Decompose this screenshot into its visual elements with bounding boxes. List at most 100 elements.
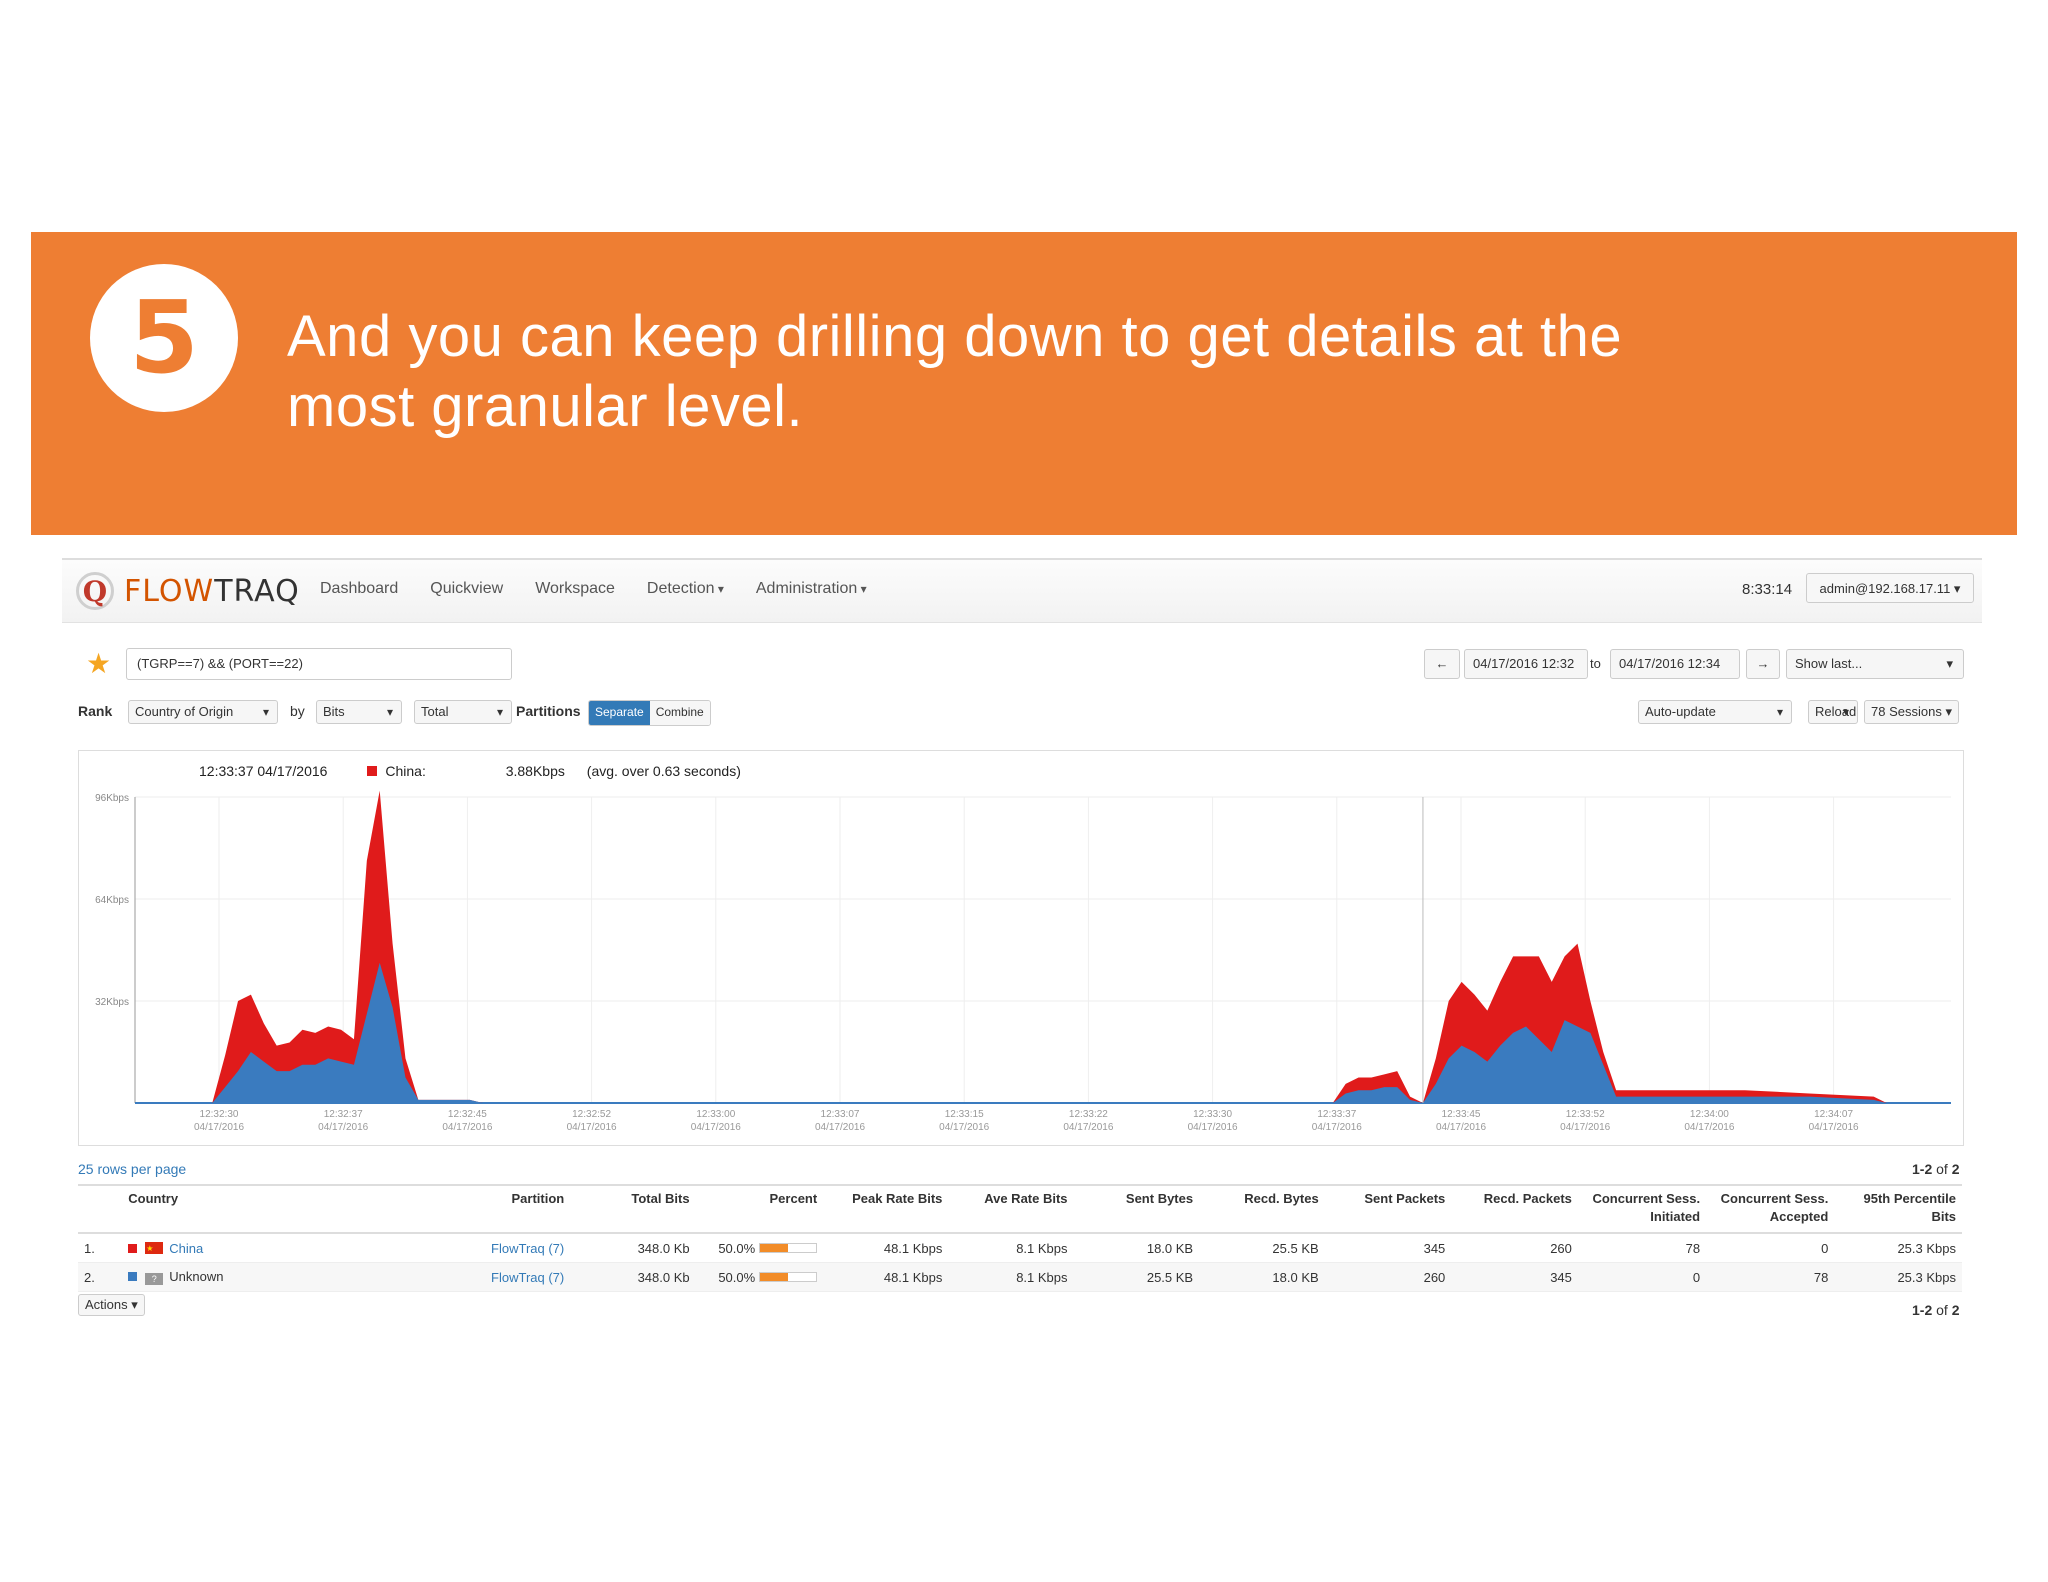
reload-button[interactable]: Reload (1808, 700, 1858, 724)
table-row[interactable]: 1. ★ China FlowTraq (7) 348.0 Kb 50.0% 48.1 Kb… (78, 1233, 1962, 1263)
sent-packets: 345 (1324, 1233, 1452, 1263)
country-name: Unknown (169, 1269, 224, 1284)
recd-bytes: 25.5 KB (1199, 1233, 1325, 1263)
by-dropdown[interactable]: Bits (316, 700, 402, 724)
country-name: China (169, 1240, 204, 1256)
column-header[interactable]: Sent Bytes (1073, 1184, 1200, 1234)
to-date-input[interactable]: 04/17/2016 12:34 (1610, 649, 1740, 679)
flowtraq-logo[interactable]: Q FLOWTRAQ (76, 570, 300, 612)
recd-packets: 345 (1451, 1262, 1578, 1292)
x-tick-date: 04/17/2016 (815, 1122, 865, 1133)
rows-per-page-link[interactable]: 25 rows per page (78, 1161, 187, 1177)
y-tick-label: 96Kbps (95, 793, 129, 804)
column-header[interactable]: Concurrent Sess. Accepted (1706, 1184, 1835, 1234)
table-row[interactable]: 2.? Unknown FlowTraq (7) 348.0 Kb 50.0% 48.1 … (78, 1262, 1962, 1292)
show-last-dropdown[interactable]: Show last... ▾ (1786, 649, 1964, 679)
step-number-badge: 5 (90, 264, 238, 412)
column-header[interactable]: Sent Packets (1324, 1184, 1452, 1234)
x-tick-time: 12:33:15 (945, 1109, 984, 1120)
tooltip-series: China: (385, 763, 426, 779)
column-header[interactable]: Partition (443, 1184, 571, 1234)
combine-toggle[interactable]: Combine (649, 701, 710, 725)
sessions-dropdown[interactable]: 78 Sessions ▾ (1864, 700, 1959, 724)
series-color-swatch (128, 1243, 138, 1253)
from-date-input[interactable]: 04/17/2016 12:32 (1464, 649, 1588, 679)
column-header[interactable]: Ave Rate Bits (948, 1184, 1074, 1234)
x-tick-date: 04/17/2016 (194, 1122, 244, 1133)
sent-bytes: 25.5 KB (1073, 1262, 1200, 1292)
partition-mode-toggle: Separate Combine (588, 700, 711, 726)
column-header[interactable]: Peak Rate Bits (823, 1184, 949, 1234)
column-header[interactable] (78, 1184, 123, 1234)
x-tick-date: 04/17/2016 (442, 1122, 492, 1133)
p95-bits: 25.3 Kbps (1834, 1233, 1962, 1263)
nav-administration[interactable]: Administration (756, 580, 867, 598)
partition-link[interactable]: FlowTraq (7) (491, 1240, 565, 1256)
tooltip-value: 3.88Kbps (505, 763, 565, 779)
recd-bytes: 18.0 KB (1199, 1262, 1325, 1292)
column-header[interactable]: Percent (695, 1184, 824, 1234)
x-tick-time: 12:32:45 (448, 1109, 487, 1120)
logo-text: FLOWTRAQ (124, 573, 300, 609)
x-tick-time: 12:33:07 (821, 1109, 860, 1120)
column-header[interactable]: Recd. Bytes (1199, 1184, 1325, 1234)
actions-dropdown[interactable]: Actions ▾ (78, 1294, 145, 1316)
main-nav: Dashboard Quickview Workspace Detection … (320, 580, 867, 598)
auto-update-dropdown[interactable]: Auto-update (1638, 700, 1792, 724)
nav-detection[interactable]: Detection (647, 580, 724, 598)
nav-quickview[interactable]: Quickview (430, 580, 504, 597)
banner-text: And you can keep drilling down to get de… (287, 304, 1623, 439)
partition-cell: FlowTraq (7) (443, 1233, 571, 1263)
x-tick-date: 04/17/2016 (318, 1122, 368, 1133)
country-cell: ★ China (122, 1233, 444, 1263)
series-area-unknown (135, 962, 1951, 1103)
total-bits: 348.0 Kb (570, 1262, 696, 1292)
recd-packets: 260 (1451, 1233, 1578, 1263)
row-index: 2. (78, 1262, 123, 1292)
column-header[interactable]: Total Bits (570, 1184, 696, 1234)
chart-svg: 96Kbps 64Kbps 32Kbps 12:32:30 04/17/2016 12:3… (95, 790, 1951, 1133)
x-tick-date: 04/17/2016 (1188, 1122, 1238, 1133)
separate-toggle[interactable]: Separate (589, 701, 650, 725)
filter-query-input[interactable]: (TGRP==7) && (PORT==22) (126, 648, 512, 680)
logo-icon: Q (76, 572, 114, 610)
x-tick-date: 04/17/2016 (939, 1122, 989, 1133)
traffic-chart[interactable]: 12:33:37 04/17/2016 China: 3.88Kbps (avg… (78, 750, 1964, 1146)
results-table: Country Partition Total Bits Percent Peak Ra… (78, 1184, 1962, 1292)
unknown-flag-icon: ? (145, 1273, 164, 1285)
tooltip-time: 12:33:37 04/17/2016 (199, 763, 328, 779)
column-header[interactable]: Country (122, 1184, 444, 1234)
column-header[interactable]: Concurrent Sess. Initiated (1577, 1184, 1707, 1234)
concurrent-accepted: 78 (1706, 1262, 1835, 1292)
rank-dropdown[interactable]: Country of Origin (128, 700, 278, 724)
partition-link[interactable]: FlowTraq (7) (491, 1269, 565, 1285)
clock: 8:33:14 (1742, 581, 1793, 598)
column-header[interactable]: 95th Percentile Bits (1834, 1184, 1962, 1234)
x-tick-date: 04/17/2016 (1684, 1122, 1734, 1133)
concurrent-accepted: 0 (1706, 1233, 1835, 1263)
nav-workspace[interactable]: Workspace (535, 580, 615, 597)
x-tick-date: 04/17/2016 (1312, 1122, 1362, 1133)
favorite-star-icon[interactable]: ★ (86, 648, 112, 679)
total-dropdown[interactable]: Total (414, 700, 512, 724)
nav-dashboard[interactable]: Dashboard (320, 580, 399, 597)
user-menu-button[interactable]: admin@192.168.17.11 ▾ (1806, 573, 1974, 603)
concurrent-initiated: 0 (1577, 1262, 1707, 1292)
x-tick-date: 04/17/2016 (1436, 1122, 1486, 1133)
to-label: to (1590, 656, 1601, 671)
partition-cell: FlowTraq (7) (443, 1262, 571, 1292)
top-navbar: Q FLOWTRAQ Dashboard Quickview Workspace… (62, 558, 1982, 623)
total-bits: 348.0 Kb (570, 1233, 696, 1263)
y-tick-label: 32Kbps (95, 997, 129, 1008)
x-tick-time: 12:33:45 (1442, 1109, 1481, 1120)
prev-range-button[interactable]: ← (1424, 649, 1460, 679)
next-range-button[interactable]: → (1746, 649, 1780, 679)
x-tick-date: 04/17/2016 (1560, 1122, 1610, 1133)
column-header[interactable]: Recd. Packets (1451, 1184, 1578, 1234)
x-tick-time: 12:33:37 (1317, 1109, 1356, 1120)
x-tick-time: 12:33:22 (1069, 1109, 1108, 1120)
x-tick-date: 04/17/2016 (691, 1122, 741, 1133)
x-tick-time: 12:33:52 (1566, 1109, 1605, 1120)
sent-packets: 260 (1324, 1262, 1452, 1292)
result-count-top: 1-2 of 2 (1912, 1161, 1960, 1177)
